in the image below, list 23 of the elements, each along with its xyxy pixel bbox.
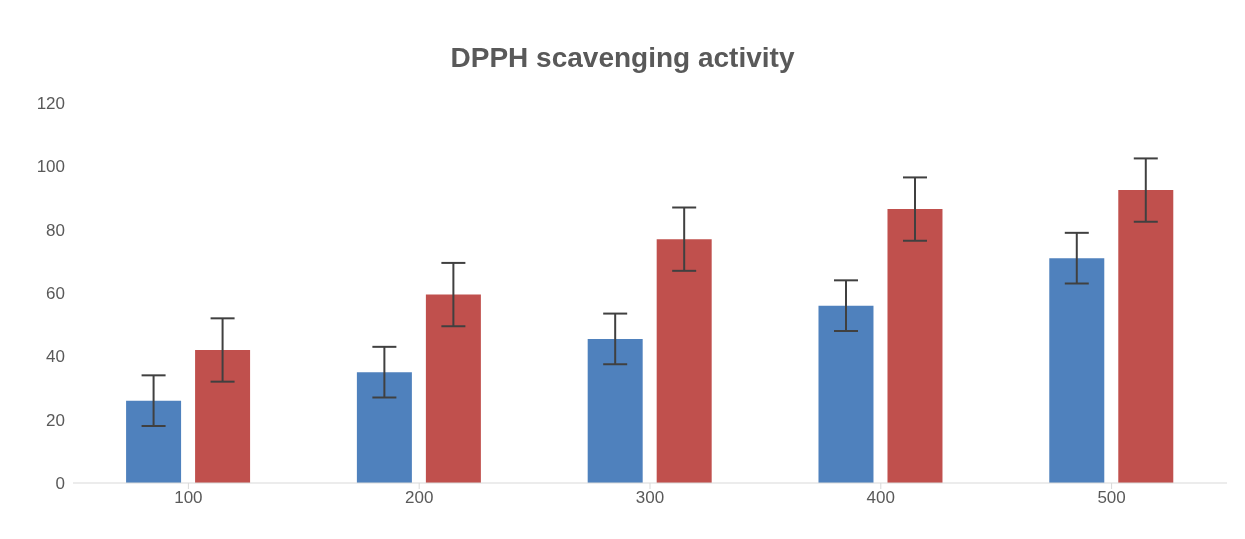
- y-tick-label: 120: [36, 94, 65, 114]
- chart-title: DPPH scavenging activity: [449, 41, 796, 73]
- bar: [818, 305, 874, 483]
- x-tick-label: 200: [405, 488, 434, 508]
- y-tick-label: 40: [46, 347, 65, 367]
- bar: [126, 400, 182, 483]
- bar: [356, 372, 412, 483]
- bar: [1118, 190, 1174, 483]
- x-tick-label: 500: [1097, 488, 1126, 508]
- y-tick-label: 100: [36, 157, 65, 177]
- x-tick-label: 100: [174, 488, 203, 508]
- bar: [887, 209, 943, 483]
- x-tick-label: 300: [635, 488, 665, 508]
- bar: [195, 350, 251, 483]
- y-tick-label: 80: [46, 220, 65, 240]
- y-tick-label: 0: [55, 474, 65, 494]
- bar: [1049, 258, 1105, 483]
- bar: [656, 239, 712, 483]
- y-tick-label: 20: [46, 410, 65, 430]
- bar: [425, 294, 481, 483]
- bar: [587, 338, 643, 483]
- x-tick-label: 400: [866, 488, 895, 508]
- y-tick-label: 60: [46, 284, 65, 304]
